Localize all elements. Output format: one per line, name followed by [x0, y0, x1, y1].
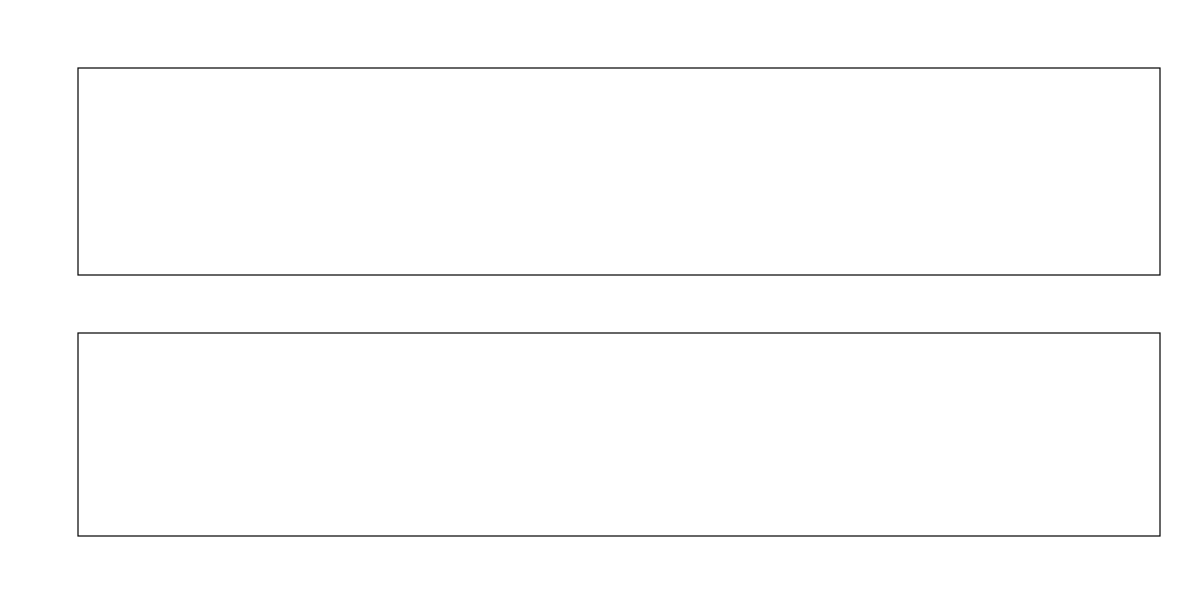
overview-chart: [77, 67, 1161, 276]
overview-plot-border: [77, 67, 1161, 276]
detail-chart: [77, 332, 1161, 537]
detail-plot-border: [77, 332, 1161, 537]
